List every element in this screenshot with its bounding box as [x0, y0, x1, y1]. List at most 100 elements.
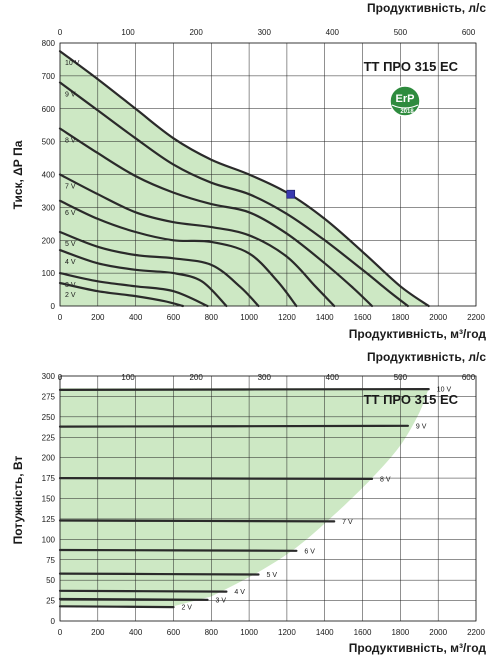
x-tick-label: 1000 — [240, 628, 258, 637]
series-label: 4 V — [234, 589, 245, 596]
series-label: 8 V — [65, 137, 76, 144]
y-tick-label: 75 — [46, 556, 55, 565]
operating-area — [60, 51, 429, 307]
y-tick-label: 600 — [42, 105, 56, 114]
x-tick-label: 0 — [58, 313, 63, 322]
x-tick-label: 1400 — [316, 628, 334, 637]
series-label: 10 V — [65, 60, 80, 67]
x2-tick-label: 300 — [258, 28, 272, 37]
x2-tick-label: 400 — [326, 28, 340, 37]
operating-area — [60, 388, 429, 607]
y-tick-label: 25 — [46, 597, 55, 606]
x-tick-label: 2200 — [467, 628, 485, 637]
rated-point-marker — [286, 189, 296, 199]
series-line-6v — [58, 199, 298, 308]
x-tick-label: 1600 — [354, 628, 372, 637]
erp-badge-icon — [389, 85, 421, 117]
y-tick-label: 300 — [42, 203, 56, 212]
x-tick-label: 1600 — [354, 313, 372, 322]
x2-tick-label: 600 — [462, 373, 476, 382]
x-tick-label: 1200 — [278, 628, 296, 637]
y-tick-label: 200 — [42, 236, 56, 245]
x2-axis-title: Продуктивність, л/с — [367, 350, 486, 364]
series-label: 2 V — [65, 292, 76, 299]
x-tick-label: 1800 — [391, 628, 409, 637]
x-tick-label: 800 — [205, 313, 219, 322]
x-tick-label: 200 — [91, 628, 105, 637]
series-line-5v — [58, 572, 260, 576]
x2-tick-label: 100 — [121, 373, 135, 382]
x-tick-label: 800 — [205, 628, 219, 637]
series-line-7v — [58, 173, 336, 308]
erp-badge-year: 2018 — [400, 109, 414, 115]
x2-axis-title: Продуктивність, л/с — [367, 1, 486, 15]
series-label: 8 V — [380, 476, 391, 483]
series-line-2v — [58, 281, 184, 308]
x-tick-label: 200 — [91, 313, 105, 322]
power-chart: 0 200 400 600 800 1000 1200 1400 1600 1800 2000 220… — [11, 350, 486, 655]
series-label: 10 V — [437, 387, 452, 394]
x2-tick-label: 200 — [189, 373, 203, 382]
y-axis-title: Тиск, ΔР Па — [11, 140, 25, 209]
y-tick-label: 0 — [51, 617, 56, 626]
series-line-3v — [58, 597, 209, 601]
erp-badge-swoosh — [391, 104, 419, 109]
series-line-9v — [58, 424, 409, 428]
x2-tick-label: 0 — [58, 373, 63, 382]
series-line-6v — [58, 548, 298, 552]
y-tick-label: 125 — [42, 515, 56, 524]
y-tick-label: 100 — [42, 269, 56, 278]
x2-tick-label: 100 — [121, 28, 135, 37]
x-tick-label: 2200 — [467, 313, 485, 322]
series-label: 6 V — [65, 210, 76, 217]
model-label: TT ПРО 315 ЕС — [364, 392, 459, 407]
y-tick-label: 150 — [42, 495, 56, 504]
x-tick-label: 1400 — [316, 313, 334, 322]
x2-tick-label: 300 — [258, 373, 272, 382]
series-line-4v — [58, 589, 228, 593]
x-tick-label: 2000 — [429, 628, 447, 637]
series-label: 9 V — [65, 91, 76, 98]
y-tick-label: 0 — [51, 302, 56, 311]
x-tick-label: 1800 — [391, 313, 409, 322]
x-tick-label: 2000 — [429, 313, 447, 322]
series-line-8v — [58, 127, 374, 308]
x2-tick-label: 0 — [58, 28, 63, 37]
series-line-3v — [58, 272, 209, 308]
x-tick-label: 600 — [167, 313, 181, 322]
series-line-5v — [58, 230, 260, 308]
erp-badge-text: ErP — [396, 93, 415, 105]
series-label: 9 V — [416, 423, 427, 430]
series-label: 7 V — [65, 184, 76, 191]
x-tick-label: 400 — [129, 313, 143, 322]
series-label: 6 V — [304, 548, 315, 555]
x2-tick-label: 200 — [189, 28, 203, 37]
y-tick-label: 275 — [42, 392, 56, 401]
series-line-8v — [58, 477, 374, 480]
series-line-4v — [58, 249, 228, 308]
y-tick-label: 500 — [42, 138, 56, 147]
y-tick-label: 250 — [42, 413, 56, 422]
y-tick-label: 800 — [42, 39, 56, 48]
y-tick-label: 50 — [46, 576, 55, 585]
x-tick-label: 400 — [129, 628, 143, 637]
series-line-10v — [58, 50, 430, 308]
series-line-9v — [58, 81, 409, 308]
x-tick-label: 1000 — [240, 313, 258, 322]
series-label: 5 V — [267, 572, 278, 579]
x-tick-label: 600 — [167, 628, 181, 637]
x-axis-title: Продуктивність, м³/год — [349, 327, 487, 341]
x-tick-label: 1200 — [278, 313, 296, 322]
y-tick-label: 400 — [42, 171, 56, 180]
x2-tick-label: 600 — [462, 28, 476, 37]
x-tick-label: 0 — [58, 628, 63, 637]
x2-tick-label: 500 — [394, 28, 408, 37]
x2-tick-label: 500 — [394, 373, 408, 382]
series-label: 7 V — [342, 519, 353, 526]
plot-frame — [59, 375, 477, 622]
x-axis-title: Продуктивність, м³/год — [349, 641, 487, 655]
y-tick-label: 200 — [42, 454, 56, 463]
y-tick-label: 225 — [42, 433, 56, 442]
series-line-7v — [58, 519, 336, 523]
